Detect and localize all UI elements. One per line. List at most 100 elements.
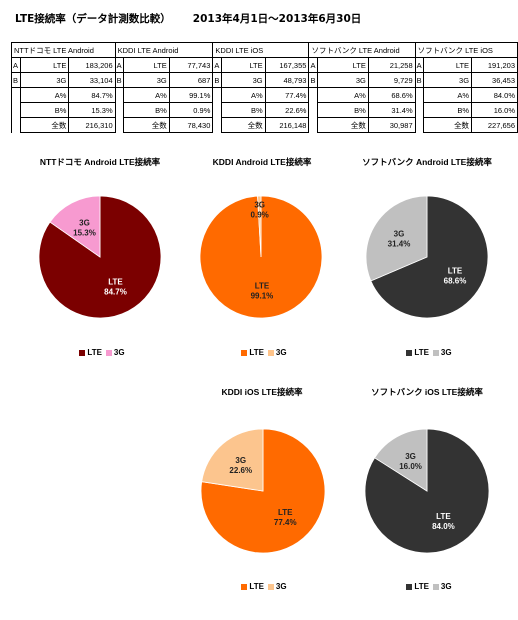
row-label: LTE [19,57,70,73]
count-table: NTTドコモ LTE Android KDDI LTE Android KDDI… [11,42,518,133]
slice-label-3g: 3G 16.0% [399,452,422,471]
row-label: 3G [423,72,473,88]
legend-swatch [406,583,413,590]
row-id-a: A [414,57,425,73]
row-id-b: B [11,72,21,88]
pie-slice-lte [370,195,489,319]
row-id-a: A [308,57,319,73]
table-cell: 16.0% [471,102,518,118]
row-id-a: A [114,57,125,73]
chart-title: ソフトバンク iOS LTE接続率 [371,387,483,397]
row-id-a: A [11,57,21,73]
legend-item-3g: 3G [429,582,452,591]
table-cell: 15.3% [68,102,116,118]
legend-item-3g: 3G [264,582,287,591]
table-cell: 36,453 [471,72,518,88]
group-name-1: KDDI LTE Android [114,42,214,58]
table-cell: 99.1% [168,87,214,103]
pie-chart: LTE 99.1% 3G 0.9% [199,195,323,319]
row-label: 3G [317,72,369,88]
legend-label: 3G [113,348,125,357]
legend-swatch [406,349,413,356]
group-name-2: KDDI LTE iOS [212,42,310,58]
row-label: LTE [423,57,473,73]
row-label: B% [123,102,170,118]
row-label: 全数 [423,117,473,133]
table-cell: 68.6% [367,87,416,103]
row-label: A% [123,87,170,103]
pie-chart: LTE 77.4% 3G 22.6% [200,428,326,554]
slice-label-lte: LTE 68.6% [444,267,467,286]
legend-label: 3G [440,582,452,591]
table-row-a-pct: A% 84.7% A% 99.1% A% 77.4% A% 68.6% A% 8… [11,87,518,103]
slice-label-3g: 3G 22.6% [229,456,252,475]
legend-swatch [241,583,248,590]
slice-label-3g: 3G 31.4% [388,229,411,248]
table-cell: 687 [168,72,214,88]
row-label: 全数 [19,117,70,133]
chart-kddi-ios: KDDI iOS LTE接続率 LTE 77.4% 3G 22.6% LTE 3G [182,382,342,607]
chart-title: ソフトバンク Android LTE接続率 [362,157,492,167]
pie-slice-3g [365,195,428,282]
row-label: B% [221,102,266,118]
chart-legend: LTE 3G [20,348,180,357]
table-cell: 33,104 [68,72,116,88]
legend-label: LTE [249,582,264,591]
table-cell: 77,743 [168,57,214,73]
table-row-b-pct: B% 15.3% B% 0.9% B% 22.6% B% 31.4% B% 16… [11,102,518,118]
row-label: A% [221,87,266,103]
table-cell: 30,987 [367,117,416,133]
row-id-b: B [308,72,319,88]
chart-title: KDDI Android LTE接続率 [212,157,312,167]
legend-swatch [241,349,248,356]
table-cell: 191,203 [471,57,518,73]
legend-item-lte: LTE [402,582,429,591]
legend-item-3g: 3G [102,348,125,357]
slice-label-lte: LTE 84.7% [104,278,127,297]
legend-item-lte: LTE [237,582,264,591]
slice-label-lte: LTE 99.1% [251,282,274,301]
pie-chart: LTE 84.7% 3G 15.3% [38,195,162,319]
group-name-4: ソフトバンク LTE iOS [414,42,518,58]
row-label: 全数 [317,117,369,133]
table-cell: 216,148 [264,117,310,133]
row-label: B% [423,102,473,118]
legend-swatch [105,349,112,356]
slice-label-lte: LTE 84.0% [432,512,455,531]
pie-slice-3g [257,195,262,258]
row-label: LTE [123,57,170,73]
slice-label-lte: LTE 77.4% [274,508,297,527]
legend-label: LTE [414,582,429,591]
legend-label: 3G [440,348,452,357]
chart-softbank-ios: ソフトバンク iOS LTE接続率 LTE 84.0% 3G 16.0% LTE 3G [347,382,507,607]
row-label: LTE [221,57,266,73]
pie-chart: LTE 68.6% 3G 31.4% [365,195,489,319]
chart-legend: LTE 3G [347,582,507,591]
legend-item-lte: LTE [402,348,429,357]
table-cell: 167,355 [264,57,310,73]
row-id-b: B [114,72,125,88]
legend-swatch [79,349,86,356]
legend-item-3g: 3G [429,348,452,357]
table-cell: 78,430 [168,117,214,133]
pie-chart: LTE 84.0% 3G 16.0% [364,428,490,554]
row-label: 全数 [123,117,170,133]
table-cell: 227,656 [471,117,518,133]
row-label: LTE [317,57,369,73]
table-cell: 84.0% [471,87,518,103]
chart-title: KDDI iOS LTE接続率 [221,387,303,397]
legend-item-lte: LTE [75,348,102,357]
row-label: 3G [221,72,266,88]
row-id-b: B [414,72,425,88]
slice-label-3g: 3G 15.3% [73,218,96,237]
table-row-lte: A LTE 183,206 A LTE 77,743 A LTE 167,355… [11,57,518,73]
legend-label: 3G [275,348,287,357]
legend-item-3g: 3G [264,348,287,357]
title-main: LTE接続率（データ計測数比較） [15,13,171,25]
legend-swatch [267,349,274,356]
table-cell: 22.6% [264,102,310,118]
table-header-row: NTTドコモ LTE Android KDDI LTE Android KDDI… [11,42,518,58]
table-cell: 183,206 [68,57,116,73]
row-label: 3G [19,72,70,88]
row-label: A% [317,87,369,103]
